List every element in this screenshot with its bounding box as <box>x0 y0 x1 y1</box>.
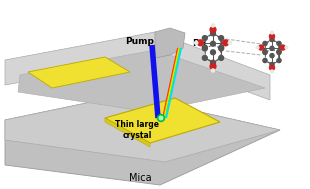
Circle shape <box>197 40 203 46</box>
Polygon shape <box>5 32 270 100</box>
Circle shape <box>271 31 273 34</box>
Circle shape <box>210 27 216 33</box>
Polygon shape <box>18 50 265 112</box>
Circle shape <box>263 41 267 46</box>
Circle shape <box>205 35 221 50</box>
Circle shape <box>210 31 215 36</box>
Circle shape <box>157 115 165 122</box>
Circle shape <box>211 24 215 27</box>
Circle shape <box>211 69 215 72</box>
Circle shape <box>263 50 267 54</box>
Polygon shape <box>5 95 280 185</box>
Circle shape <box>270 46 274 50</box>
Circle shape <box>210 50 215 55</box>
Circle shape <box>219 36 224 40</box>
Circle shape <box>202 56 207 60</box>
Circle shape <box>202 46 207 51</box>
Text: Thin large
crystal: Thin large crystal <box>115 120 159 140</box>
Circle shape <box>269 34 275 39</box>
Circle shape <box>263 50 267 54</box>
Circle shape <box>285 46 288 49</box>
Circle shape <box>219 45 224 50</box>
Circle shape <box>205 45 221 61</box>
Circle shape <box>202 45 207 50</box>
Circle shape <box>277 50 281 54</box>
Circle shape <box>265 41 279 54</box>
Text: Mica: Mica <box>129 173 151 183</box>
Polygon shape <box>28 57 130 88</box>
Circle shape <box>277 58 281 63</box>
Circle shape <box>265 50 279 63</box>
Circle shape <box>277 41 281 46</box>
Circle shape <box>256 46 259 49</box>
Text: Pump: Pump <box>126 37 154 46</box>
Polygon shape <box>105 98 220 143</box>
Circle shape <box>219 56 224 60</box>
Circle shape <box>219 46 224 51</box>
Circle shape <box>271 70 273 73</box>
Text: Probe: Probe <box>192 40 222 49</box>
Circle shape <box>228 41 231 44</box>
Circle shape <box>270 63 274 67</box>
Circle shape <box>210 60 215 65</box>
Circle shape <box>277 50 281 54</box>
Circle shape <box>270 37 274 42</box>
Circle shape <box>270 53 274 58</box>
Circle shape <box>195 41 198 44</box>
Polygon shape <box>5 95 280 162</box>
Circle shape <box>263 58 267 63</box>
Circle shape <box>159 116 163 120</box>
Polygon shape <box>155 28 185 58</box>
Circle shape <box>223 40 228 46</box>
Circle shape <box>210 63 216 69</box>
Circle shape <box>210 41 215 46</box>
Circle shape <box>259 45 264 50</box>
Polygon shape <box>105 118 150 147</box>
Circle shape <box>202 36 207 40</box>
Circle shape <box>280 45 285 50</box>
Circle shape <box>269 65 275 70</box>
